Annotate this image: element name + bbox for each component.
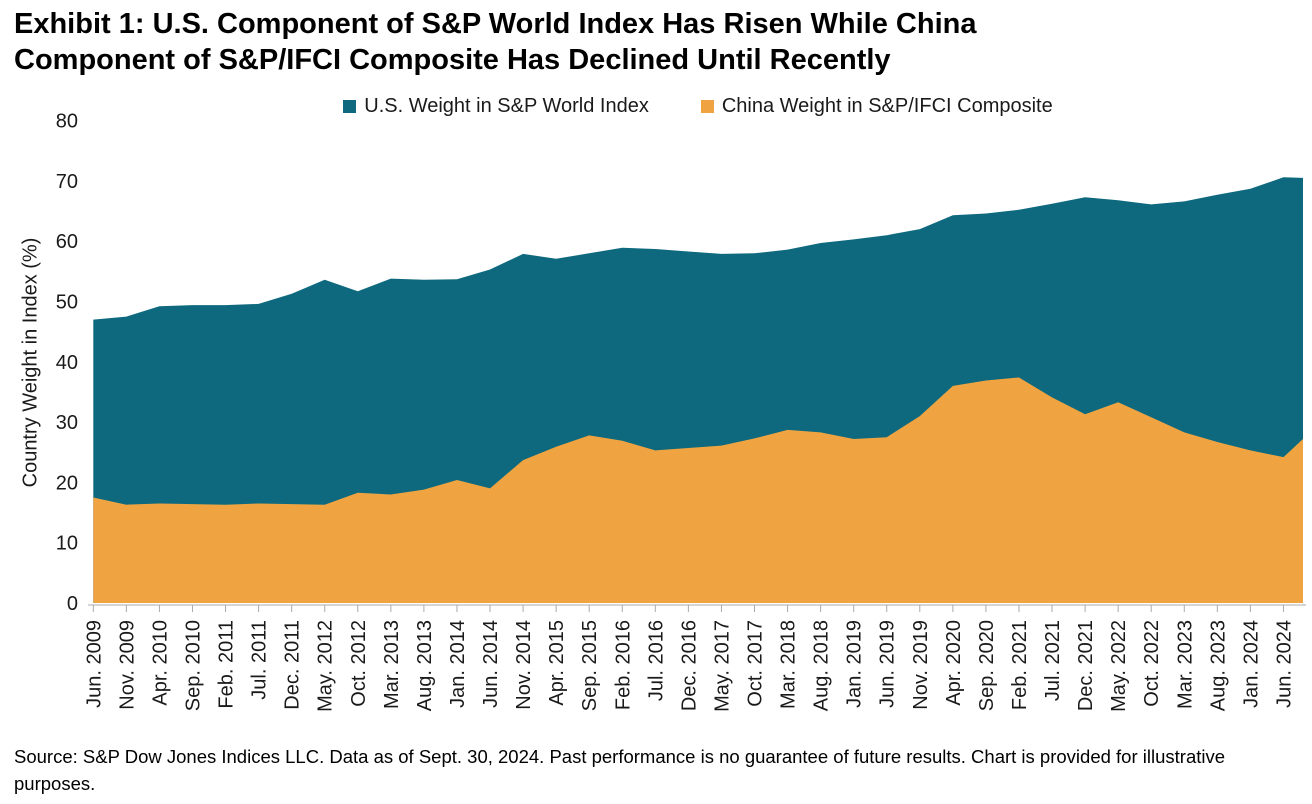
legend-label-us: U.S. Weight in S&P World Index [364,95,649,117]
x-axis-label: Dec. 2021 [1075,620,1097,711]
y-axis-label: 40 [56,352,78,374]
source-note: Source: S&P Dow Jones Indices LLC. Data … [14,746,1226,794]
x-axis-label: Aug. 2018 [811,620,833,711]
us-series-swatch-icon [343,100,357,113]
x-axis-label: Mar. 2023 [1174,620,1196,709]
x-axis-label: May. 2017 [711,620,733,712]
x-axis-label: Oct. 2022 [1141,620,1163,707]
x-axis-label: Apr. 2015 [546,620,568,706]
y-axis-label: 30 [56,412,78,434]
y-axis-label: 0 [67,593,78,615]
exhibit-title: Exhibit 1: U.S. Component of S&P World I… [14,6,1294,78]
x-axis-label: Sep. 2015 [579,620,601,711]
x-axis-label: Jun. 2009 [83,620,105,708]
x-axis-label: Apr. 2010 [149,620,171,706]
x-axis-label: Feb. 2016 [612,620,634,710]
y-axis-label: 80 [56,111,78,133]
x-axis-label: May. 2012 [315,620,337,712]
x-axis-label: Jul. 2016 [645,620,667,701]
x-axis-label: Jan. 2019 [844,620,866,708]
x-axis-label: Nov. 2014 [513,620,535,710]
x-axis-label: Jul. 2021 [1042,620,1064,701]
y-axis-label: 10 [56,533,78,555]
x-axis-label: Dec. 2016 [678,620,700,711]
x-axis-label: May. 2022 [1108,620,1130,712]
y-axis-label: 20 [56,472,78,494]
x-axis-label: Jun. 2019 [877,620,899,708]
x-axis-label: Nov. 2009 [116,620,138,710]
x-axis-label: Mar. 2018 [778,620,800,709]
legend-item-us: U.S. Weight in S&P World Index [343,95,649,118]
x-axis-label: Jul. 2011 [249,620,271,700]
chart-legend: U.S. Weight in S&P World Index China Wei… [93,95,1303,118]
x-axis-label: Dec. 2011 [282,620,304,710]
x-axis-label: Aug. 2023 [1207,620,1229,711]
x-axis-label: Feb. 2021 [1009,620,1031,710]
x-axis-label: Mar. 2013 [381,620,403,709]
x-axis-label: Apr. 2020 [943,620,965,706]
y-axis-label: 60 [56,231,78,253]
legend-item-china: China Weight in S&P/IFCI Composite [700,95,1053,118]
x-axis-label: Jan. 2014 [447,620,469,708]
x-axis-label: Nov. 2019 [910,620,932,710]
x-axis-label: Aug. 2013 [414,620,436,711]
x-axis-label: Jun. 2024 [1273,620,1295,708]
exhibit-title-line-1: Exhibit 1: U.S. Component of S&P World I… [14,8,977,40]
x-axis-label: Oct. 2012 [348,620,370,707]
x-axis-label: Sep. 2020 [976,620,998,711]
x-axis-label: Jun. 2014 [480,620,502,708]
china-series-swatch-icon [700,100,714,113]
x-axis-label: Sep. 2010 [182,620,204,711]
x-axis-label: Oct. 2017 [745,620,767,707]
china-weight-area [93,377,1303,603]
y-axis-label: 70 [56,171,78,193]
legend-label-china: China Weight in S&P/IFCI Composite [721,95,1053,117]
y-axis-label: 50 [56,292,78,314]
x-axis-label: Feb. 2011 [216,620,238,709]
x-axis-label: Jan. 2024 [1240,620,1262,708]
exhibit-title-line-2: Component of S&P/IFCI Composite Has Decl… [14,44,891,76]
